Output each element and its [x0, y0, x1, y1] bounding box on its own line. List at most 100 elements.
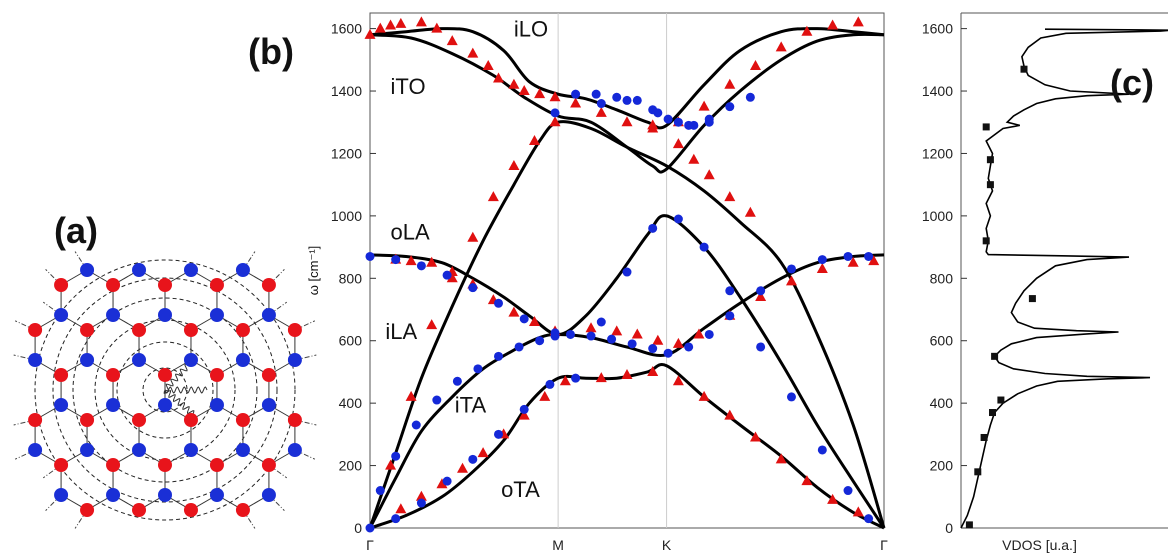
atom-sublattice-b	[209, 308, 224, 322]
experiment-point	[647, 119, 659, 130]
experiment-point	[631, 328, 643, 339]
calculation-point	[817, 445, 827, 455]
atom-sublattice-a	[54, 368, 69, 382]
vdos-marker	[965, 521, 973, 529]
experiment-point	[652, 334, 664, 345]
calculation-point	[622, 267, 632, 277]
atom-sublattice-a	[209, 368, 224, 382]
neighbor-shell-circle	[142, 367, 188, 413]
calculation-point	[514, 342, 524, 352]
atom-sublattice-a	[80, 503, 95, 517]
calculation-point	[468, 283, 478, 293]
atom-sublattice-a	[106, 458, 121, 472]
experiment-point	[672, 138, 684, 149]
calculation-point	[468, 454, 478, 464]
experiment-point	[775, 453, 787, 464]
atom-sublattice-b	[158, 308, 172, 322]
experiment-point	[482, 60, 494, 71]
atom-sublattice-a	[158, 458, 172, 472]
calculation-point	[452, 376, 462, 386]
atom-sublattice-a	[106, 368, 121, 382]
atom-sublattice-b	[132, 263, 147, 277]
atom-sublattice-b	[158, 398, 172, 412]
y-axis-title: ω [cm⁻¹]	[306, 246, 321, 296]
experiment-point	[508, 159, 520, 170]
calculation-point	[817, 255, 827, 265]
calculation-point	[596, 99, 606, 109]
theory-dispersion-branch	[369, 214, 886, 529]
calculation-point	[607, 334, 617, 344]
calculation-point	[689, 120, 699, 130]
calculation-point	[612, 92, 622, 102]
vdos-marker	[997, 396, 1005, 404]
vdos-marker	[982, 237, 990, 245]
x-tick-label: K	[662, 537, 672, 553]
vdos-marker	[986, 156, 994, 164]
atom-sublattice-b	[158, 488, 172, 502]
experiment-point	[487, 191, 499, 202]
vdos-plot: 0 200 400 600 800 1000 1200 1400 1600 VDOS [u.a.]	[922, 12, 1168, 553]
experiment-point	[518, 85, 530, 96]
calculation-point	[535, 336, 545, 346]
experiment-point	[827, 19, 839, 30]
calculation-point	[411, 420, 421, 430]
calculation-point	[704, 329, 714, 339]
y-tick-label: 1400	[922, 83, 953, 99]
calculation-point	[571, 89, 581, 99]
experiment-point	[493, 72, 504, 83]
experiment-point	[415, 490, 427, 501]
calculation-point	[391, 514, 401, 524]
spring-coil	[163, 389, 195, 415]
x-axis-title: VDOS [u.a.]	[1002, 537, 1077, 553]
atom-sublattice-b	[235, 263, 250, 277]
atom-sublattice-b	[209, 488, 224, 502]
calculation-point	[519, 404, 529, 414]
experiment-point	[570, 97, 582, 108]
atom-sublattice-a	[209, 278, 224, 292]
experiment-point	[744, 206, 756, 217]
atom-sublattice-a	[28, 413, 43, 427]
calculation-point	[684, 342, 694, 352]
atom-sublattice-a	[106, 278, 121, 292]
experiment-point	[446, 272, 458, 283]
y-tick-label: 1200	[331, 145, 362, 161]
y-tick-label: 1400	[331, 83, 362, 99]
vdos-curve	[960, 28, 1168, 529]
y-tick-label: 600	[339, 333, 363, 349]
experiment-point	[698, 390, 710, 401]
atom-sublattice-b	[106, 308, 121, 322]
experiment-point	[750, 60, 761, 71]
x-tick-label: Γ	[880, 537, 888, 553]
calculation-point	[725, 311, 735, 321]
calculation-point	[571, 373, 581, 383]
atom-sublattice-a	[287, 323, 302, 337]
calculation-point	[432, 395, 442, 405]
y-tick-label: 800	[930, 270, 954, 286]
atom-sublattice-b	[106, 488, 121, 502]
experiment-point	[724, 191, 736, 202]
experiment-point	[549, 91, 561, 102]
experiment-point	[508, 306, 520, 317]
atom-sublattice-b	[261, 488, 276, 502]
calculation-point	[494, 429, 503, 439]
experiment-point	[405, 255, 417, 266]
y-tick-label: 1000	[922, 208, 953, 224]
y-tick-label: 1000	[331, 208, 362, 224]
atom-sublattice-a	[54, 458, 69, 472]
vdos-marker	[991, 352, 999, 360]
experiment-point	[528, 316, 540, 326]
theory-dispersion-branch	[368, 253, 885, 529]
experiment-point	[852, 506, 864, 517]
panel-label-c: (c)	[1110, 62, 1154, 103]
atom-sublattice-b	[132, 443, 147, 457]
atom-sublattice-a	[235, 323, 250, 337]
atom-sublattice-a	[183, 413, 198, 427]
experiment-point	[559, 375, 571, 386]
atom-sublattice-a	[158, 278, 172, 292]
calculation-point	[550, 108, 560, 118]
experiment-point	[672, 337, 684, 348]
atom-sublattice-a	[235, 413, 250, 427]
atom-sublattice-a	[132, 413, 147, 427]
experiment-point	[405, 390, 417, 401]
atom-sublattice-b	[287, 353, 302, 367]
